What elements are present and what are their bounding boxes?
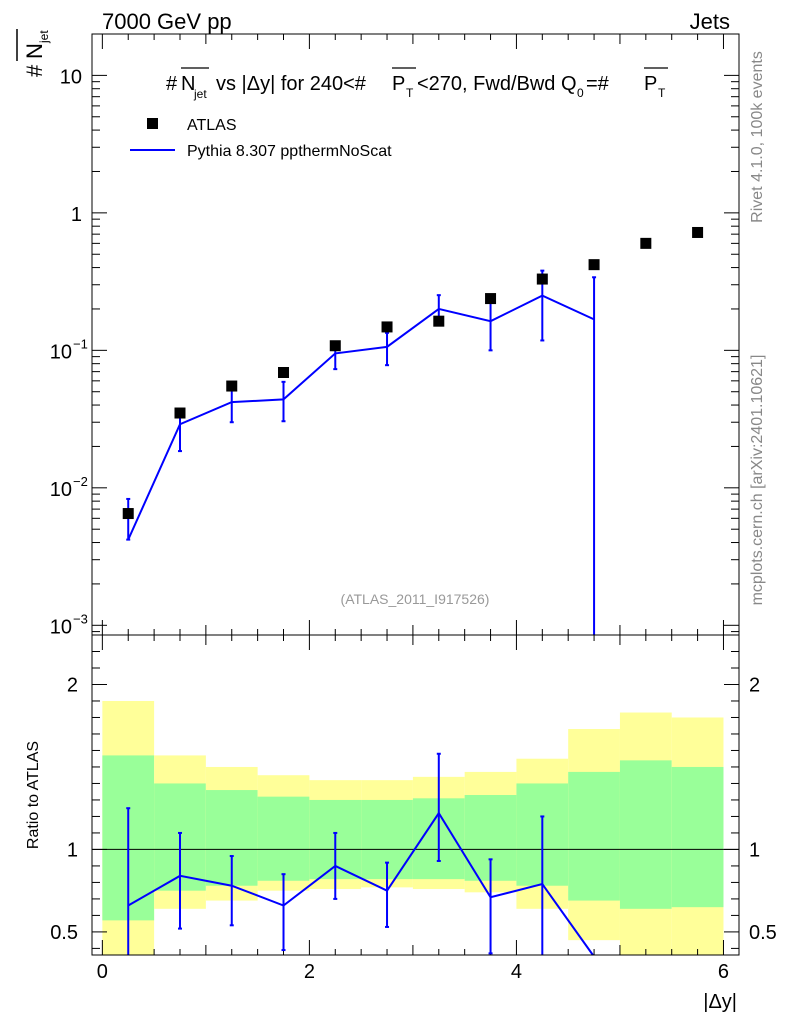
main-y-tick-label: 10 −3: [50, 611, 88, 638]
main-y-tick-label: 1: [71, 204, 82, 226]
ratio-line: [127, 811, 594, 956]
svg-text:=#: =#: [586, 73, 610, 95]
svg-text:P: P: [644, 73, 657, 95]
x-tick-label: 2: [304, 961, 315, 983]
atlas-point: [536, 273, 548, 285]
atlas-point: [226, 380, 238, 392]
svg-text:vs |Δy| for 240<#: vs |Δy| for 240<#: [216, 73, 367, 95]
rivet-label: Rivet 4.1.0, 100k events: [749, 51, 766, 223]
svg-text:N: N: [22, 43, 47, 59]
atlas-point: [122, 508, 134, 520]
main-y-tick-label: 10 −2: [50, 474, 88, 501]
ratio-green-band: [671, 766, 724, 908]
svg-text:10: 10: [60, 66, 82, 88]
analysis-watermark: (ATLAS_2011_I917526): [341, 591, 490, 607]
svg-text:N: N: [181, 73, 195, 95]
ratio-y-tick-label-right: 1: [749, 839, 760, 861]
svg-text:#: #: [166, 73, 178, 95]
ratio-green-band: [568, 771, 620, 901]
svg-text:10: 10: [50, 479, 72, 501]
main-axis-ticks: [92, 33, 739, 635]
main-y-axis-label: # N jet: [16, 29, 51, 77]
header-process: Jets: [690, 9, 730, 34]
x-axis-label: |Δy|: [703, 991, 737, 1013]
ratio-y-tick-label: 1: [67, 839, 78, 861]
atlas-point: [640, 237, 652, 249]
x-tick-label: 4: [511, 961, 522, 983]
svg-text:P: P: [392, 73, 405, 95]
header-energy: 7000 GeV pp: [102, 9, 232, 34]
svg-text:T: T: [406, 86, 414, 100]
ratio-y-tick-label-right: 0.5: [749, 922, 777, 944]
svg-text:<270, Fwd/Bwd Q: <270, Fwd/Bwd Q: [417, 73, 577, 95]
legend-atlas-label: ATLAS: [187, 117, 237, 134]
svg-text:10: 10: [50, 341, 72, 363]
x-tick-label: 6: [718, 961, 729, 983]
atlas-point: [588, 259, 600, 271]
svg-text:−1: −1: [73, 336, 88, 351]
source-label: mcplots.cern.ch [arXiv:2401.10621]: [749, 355, 766, 606]
ratio-y-tick-label: 2: [67, 674, 78, 696]
svg-text:T: T: [658, 86, 666, 100]
atlas-point: [329, 340, 341, 352]
atlas-point: [174, 407, 186, 419]
atlas-point: [692, 226, 704, 238]
svg-text:#: #: [22, 64, 47, 77]
ratio-green-band: [619, 760, 672, 909]
ratio-y-tick-label-right: 2: [749, 674, 760, 696]
ratio-y-tick-label: 0.5: [50, 922, 78, 944]
atlas-point: [485, 293, 497, 305]
svg-text:−2: −2: [73, 474, 88, 489]
svg-text:0: 0: [577, 86, 584, 100]
legend-atlas-marker: [147, 118, 158, 129]
ratio-frame: [91, 634, 740, 956]
chart-title: # N jet vs |Δy| for 240<# P T <270, Fwd/…: [166, 67, 668, 101]
svg-text:1: 1: [71, 204, 82, 226]
atlas-point: [278, 366, 290, 378]
ratio-uncertainty-bands: [102, 700, 724, 955]
pythia-line: [127, 294, 595, 541]
main-y-tick-label: 10: [60, 66, 82, 88]
ratio-data-layer: [92, 752, 739, 956]
atlas-point: [381, 321, 393, 333]
legend-pythia-label: Pythia 8.307 ppthermNoScat: [187, 143, 392, 160]
ratio-tick-labels: 0.5 0.5 1 1 2 2 0 2 4 6: [50, 674, 777, 983]
svg-text:jet: jet: [193, 87, 207, 101]
svg-text:jet: jet: [37, 30, 51, 44]
ratio-axis-ticks: [92, 635, 739, 955]
legend: ATLAS Pythia 8.307 ppthermNoScat: [130, 117, 392, 160]
svg-text:−3: −3: [73, 611, 88, 626]
atlas-point: [433, 315, 445, 327]
x-tick-label: 0: [97, 961, 108, 983]
ratio-y-axis-label: Ratio to ATLAS: [25, 741, 42, 849]
main-y-tick-label: 10 −1: [50, 336, 88, 363]
main-data-layer: [122, 226, 704, 635]
svg-text:10: 10: [50, 616, 72, 638]
ratio-green-band: [257, 796, 310, 881]
ratio-panel: 0.5 0.5 1 1 2 2 0 2 4 6 Ratio to ATLAS |Δy|: [25, 634, 777, 1013]
